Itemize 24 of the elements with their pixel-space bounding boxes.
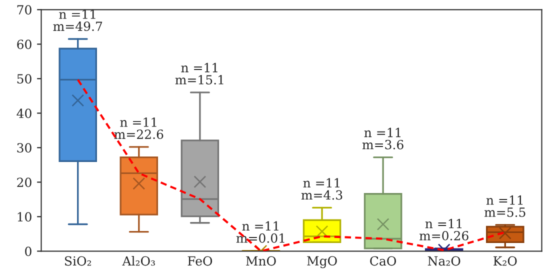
annotation: n =11 m=15.1 (175, 62, 224, 84)
y-tick-label: 10 (18, 212, 32, 222)
y-tick-label: 50 (17, 74, 32, 84)
y-tick-label: 30 (17, 143, 32, 153)
x-tick-label: CaO (370, 256, 396, 266)
x-tick-label: Al₂O₃ (122, 256, 155, 266)
annotation: n =11 m=0.26 (419, 218, 468, 240)
x-tick-label: SiO₂ (65, 256, 91, 266)
y-tick-label: 40 (16, 108, 32, 118)
x-tick-label: K₂O (494, 256, 517, 266)
annotation: n =11 m=4.3 (301, 178, 342, 200)
annotation: n =11 m=49.7 (53, 9, 102, 32)
annotation: n =11 m=3.6 (362, 128, 404, 150)
y-tick-label: 70 (17, 5, 32, 15)
x-tick-label: Na₂O (428, 256, 460, 266)
annotation: n =11 m=0.01 (236, 221, 284, 243)
y-tick-label: 60 (17, 40, 32, 50)
y-tick-label: 20 (17, 178, 32, 188)
y-tick-label: 0 (25, 246, 32, 256)
x-tick-label: MgO (307, 256, 337, 268)
annotation: n =11 m=5.5 (484, 195, 526, 217)
annotation: n =11 m=22.6 (114, 117, 164, 139)
x-tick-label: MnO (246, 256, 276, 266)
x-tick-label: FeO (188, 256, 212, 266)
